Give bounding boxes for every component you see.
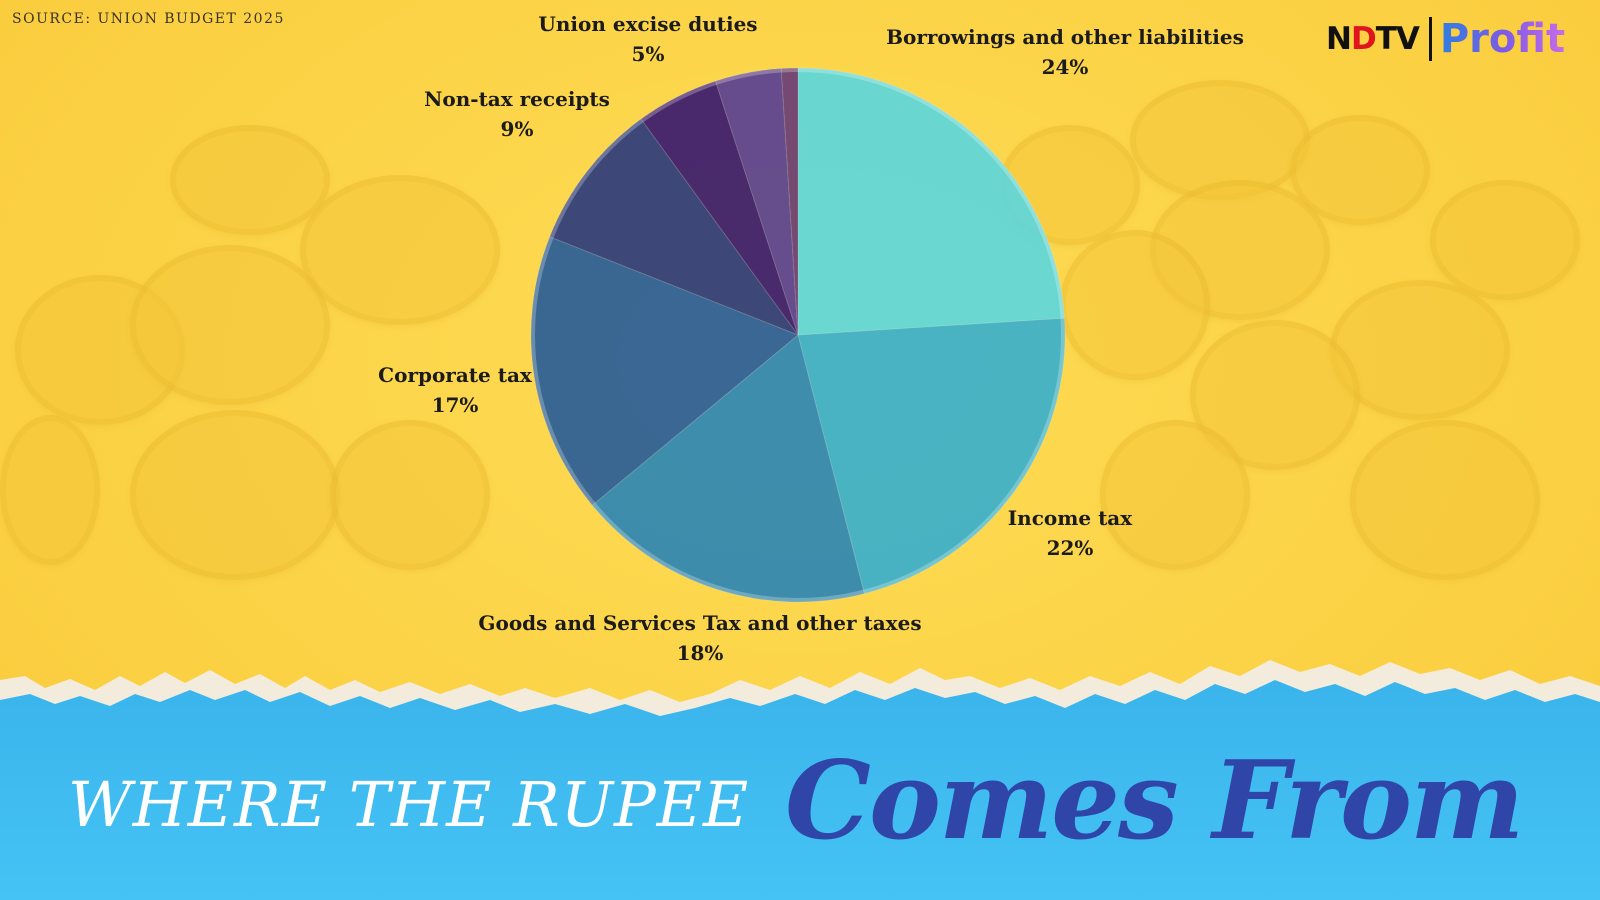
- pie-slice: [714, 67, 799, 336]
- coin-decoration: [0, 415, 100, 565]
- pie-slice: [549, 118, 800, 337]
- slice-label-value: 17%: [431, 393, 479, 417]
- coin-decoration: [1100, 420, 1250, 570]
- slice-label-name: Goods and Services Tax and other taxes: [478, 611, 922, 635]
- logo-profit-text: Profit: [1439, 16, 1566, 62]
- slice-label: Borrowings and other liabilities 24%: [886, 22, 1244, 82]
- pie-slices: [530, 67, 1066, 603]
- slice-label: Union excise duties 5%: [538, 9, 757, 69]
- pie-slice: [780, 67, 799, 336]
- slice-label: Non-tax receipts 9%: [424, 84, 610, 144]
- blue-banner: [0, 680, 1600, 900]
- coin-decoration: [1430, 180, 1580, 300]
- slice-label-value: 9%: [500, 117, 534, 141]
- slice-label-name: Union excise duties: [538, 12, 758, 36]
- headline-part2: Comes From: [785, 738, 1524, 864]
- slice-label: Income tax 22%: [1008, 503, 1132, 563]
- coin-decoration: [300, 175, 500, 325]
- ndtv-profit-logo: NDTV Profit: [1326, 14, 1565, 64]
- coin-decoration: [330, 420, 490, 570]
- slice-label-value: 5%: [631, 42, 665, 66]
- logo-divider: [1428, 17, 1432, 61]
- slice-label: Corporate tax 17%: [378, 360, 532, 420]
- coin-decoration: [1060, 230, 1210, 380]
- pie-slice: [797, 67, 1066, 336]
- coin-decoration: [1130, 80, 1310, 200]
- coin-rim: [531, 68, 1065, 602]
- pie-slice: [591, 334, 866, 603]
- source-note: SOURCE: UNION BUDGET 2025: [12, 11, 285, 27]
- slice-label-value: 24%: [1041, 55, 1089, 79]
- coin-decoration: [130, 410, 340, 580]
- pie-slice: [530, 236, 799, 506]
- slice-label-value: 22%: [1046, 536, 1094, 560]
- headline-part1: WHERE THE RUPEE: [68, 768, 750, 841]
- slice-label-name: Income tax: [1007, 506, 1133, 530]
- pie-slice: [797, 317, 1066, 595]
- slice-label-name: Non-tax receipts: [424, 87, 610, 111]
- slice-label: Goods and Services Tax and other taxes 1…: [478, 608, 921, 668]
- pie-slice: [640, 80, 799, 336]
- coin-decoration: [130, 245, 330, 405]
- slice-label-name: Corporate tax: [378, 363, 532, 387]
- logo-ndtv-text: NDTV: [1326, 21, 1420, 57]
- coin-decoration: [1350, 420, 1540, 580]
- coin-decoration: [170, 125, 330, 235]
- slice-label-value: 18%: [676, 641, 724, 665]
- slice-label-name: Borrowings and other liabilities: [886, 25, 1244, 49]
- coin-decoration: [1290, 115, 1430, 225]
- coin-decoration: [1330, 280, 1510, 420]
